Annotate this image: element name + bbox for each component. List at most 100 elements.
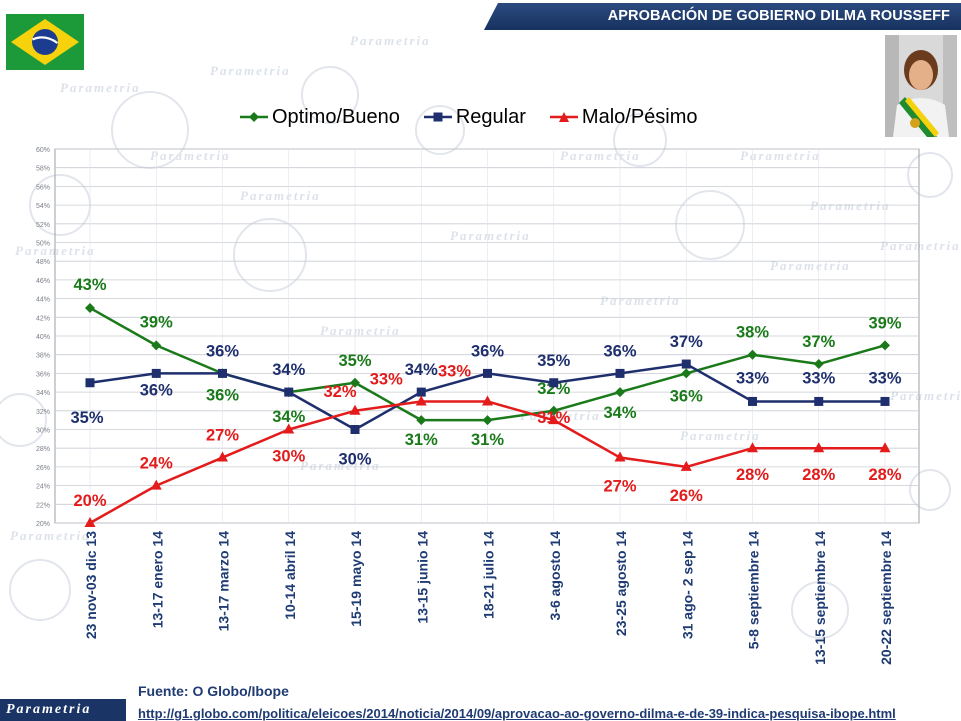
y-tick-label: 26% — [36, 465, 50, 472]
x-tick-label: 3-6 agosto 14 — [547, 531, 563, 621]
y-tick-label: 58% — [36, 166, 50, 173]
legend-triangle-marker-icon — [549, 112, 578, 122]
y-tick-label: 52% — [36, 222, 50, 229]
watermark-circle — [233, 218, 307, 292]
data-point-diamond — [813, 359, 824, 370]
y-tick-label: 24% — [36, 484, 50, 491]
data-point-triangle — [84, 517, 96, 527]
data-point-diamond — [416, 415, 427, 426]
data-label: 34% — [405, 361, 438, 379]
watermark-circle — [791, 581, 849, 639]
data-label: 33% — [868, 369, 901, 387]
data-point-square — [416, 387, 426, 397]
watermark-text: Parametria — [450, 228, 531, 243]
source-link[interactable]: http://g1.globo.com/politica/eleicoes/20… — [138, 706, 896, 721]
data-label: 28% — [802, 466, 835, 484]
data-point-square — [483, 368, 492, 378]
data-point-triangle — [747, 442, 758, 453]
watermark-circle — [415, 105, 465, 155]
y-tick-label: 22% — [36, 502, 50, 509]
data-label: 39% — [868, 314, 901, 332]
y-tick-label: 30% — [36, 428, 50, 435]
legend-item-regular: Regular — [423, 105, 526, 129]
watermark-circle — [0, 393, 47, 447]
watermark-text: Parametria — [320, 323, 401, 338]
watermark-circle — [907, 152, 953, 198]
data-label: 43% — [73, 276, 106, 294]
data-point-triangle — [813, 442, 825, 453]
watermark-text: Parametria — [10, 528, 91, 543]
parametria-logo: Parametria — [0, 699, 126, 721]
president-portrait-image — [885, 35, 957, 137]
data-label: 34% — [272, 361, 305, 379]
data-point-diamond — [747, 349, 758, 360]
legend-diamond-marker-icon — [240, 112, 268, 122]
page-title: APROBACIÓN DE GOBIERNO DILMA ROUSSEFF — [607, 8, 950, 24]
x-tick-label: 20-22 septiembre 14 — [878, 531, 894, 665]
x-tick-label: 13-15 junio 14 — [414, 531, 430, 624]
y-tick-label: 50% — [36, 241, 50, 248]
data-point-diamond — [151, 340, 162, 351]
data-label: 37% — [802, 333, 835, 351]
data-label: 33% — [736, 369, 769, 387]
legend-label-regular: Regular — [455, 105, 526, 128]
y-tick-label: 32% — [36, 409, 50, 416]
data-label: 36% — [603, 342, 636, 360]
watermark-circle — [909, 469, 951, 511]
legend-item-malo-pesimo: Malo/Pésimo — [549, 105, 698, 129]
data-point-triangle — [614, 451, 626, 462]
data-label: 28% — [868, 466, 901, 484]
watermark-circle — [301, 66, 359, 124]
data-label: 33% — [370, 370, 403, 388]
x-tick-label: 10-14 abril 14 — [282, 531, 298, 620]
legend-square-marker-icon — [423, 112, 452, 122]
data-point-diamond — [350, 377, 360, 388]
data-label: 36% — [471, 342, 504, 360]
data-point-triangle — [548, 414, 560, 425]
data-label: 36% — [140, 381, 173, 399]
data-label: 26% — [670, 487, 703, 505]
data-label: 34% — [603, 404, 636, 422]
watermark-text: Parametria — [350, 33, 431, 48]
data-point-triangle — [415, 395, 427, 406]
data-point-diamond — [615, 387, 625, 398]
x-tick-label: 13-17 enero 14 — [149, 531, 165, 628]
data-label: 33% — [438, 362, 471, 380]
y-tick-label: 20% — [36, 521, 50, 528]
watermark-text: Parametria — [680, 428, 761, 443]
data-label: 38% — [736, 324, 769, 342]
legend-label-optimo-bueno: Optimo/Bueno — [272, 105, 400, 128]
data-label: 37% — [670, 333, 703, 351]
legend-label-malo-pesimo: Malo/Pésimo — [581, 105, 698, 128]
x-tick-label: 23-25 agosto 14 — [613, 531, 629, 636]
y-tick-label: 40% — [36, 334, 50, 341]
x-tick-label: 13-15 septiembre 14 — [812, 531, 828, 665]
y-tick-label: 56% — [36, 184, 50, 191]
title-bar: APROBACIÓN DE GOBIERNO DILMA ROUSSEFF — [484, 3, 961, 30]
watermark-text: Parametria — [300, 458, 381, 473]
data-point-square — [350, 425, 360, 434]
data-label: 30% — [338, 451, 371, 469]
y-tick-label: 36% — [36, 371, 50, 378]
x-tick-label: 15-19 mayo 14 — [348, 531, 364, 627]
data-label: 32% — [323, 383, 356, 401]
data-point-square — [681, 359, 691, 369]
data-label: 39% — [140, 313, 173, 331]
data-point-square — [814, 396, 824, 406]
data-label: 36% — [206, 342, 239, 360]
watermark-circle — [675, 190, 745, 260]
y-tick-label: 28% — [36, 446, 50, 453]
data-point-square — [880, 396, 890, 406]
data-label: 28% — [736, 466, 769, 484]
data-point-triangle — [283, 423, 295, 434]
x-tick-label: 13-17 marzo 14 — [216, 531, 232, 632]
data-point-square — [284, 387, 294, 397]
data-point-diamond — [548, 405, 559, 416]
data-point-square — [151, 368, 161, 378]
data-point-diamond — [880, 340, 890, 351]
data-point-diamond — [681, 368, 692, 379]
x-tick-label: 23 nov-03 dic 13 — [83, 531, 99, 639]
data-label: 32% — [537, 380, 570, 398]
chart-legend: Optimo/Bueno Regular Malo/Pésimo — [240, 104, 698, 130]
